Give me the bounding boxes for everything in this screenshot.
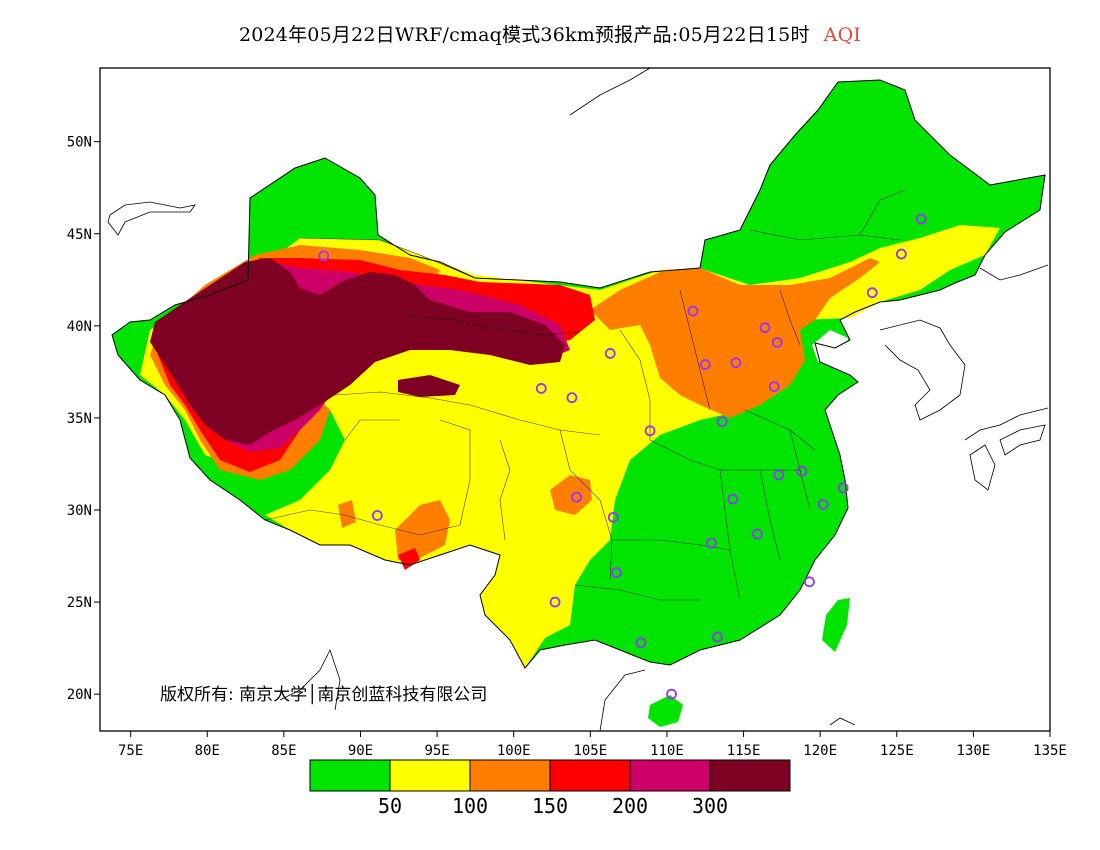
y-tick-label: 35N <box>67 411 92 427</box>
y-tick-label: 40N <box>67 319 92 335</box>
legend-label: 150 <box>532 794 568 818</box>
station-marker <box>687 305 699 317</box>
station-marker <box>699 359 711 370</box>
legend-swatch <box>629 759 711 792</box>
station-marker <box>773 469 785 481</box>
legend-swatch <box>309 759 391 792</box>
station-marker <box>771 337 783 348</box>
region-unhealthy-sw <box>398 548 420 570</box>
station-marker <box>607 511 619 523</box>
y-tick-label: 25N <box>67 595 92 611</box>
x-tick-label: 90E <box>348 743 373 759</box>
station-marker <box>727 493 739 505</box>
station-marker <box>371 510 383 521</box>
island-hainan <box>648 695 683 727</box>
station-marker <box>866 287 878 299</box>
station-marker <box>768 381 780 393</box>
x-tick-label: 100E <box>497 743 531 759</box>
x-tick-label: 130E <box>957 743 991 759</box>
station-markers <box>318 213 927 700</box>
legend-label: 100 <box>452 794 488 818</box>
x-tick-label: 80E <box>195 743 220 759</box>
map-frame <box>99 67 1051 732</box>
legend-swatch <box>549 759 631 792</box>
x-tick-label: 75E <box>118 743 143 759</box>
station-marker <box>705 537 717 549</box>
legend-label: 300 <box>692 794 728 818</box>
country-outline <box>111 79 1046 669</box>
station-marker <box>751 528 763 540</box>
region-hazardous-qaidam <box>398 375 460 397</box>
region-usg-sw2 <box>550 475 592 515</box>
legend-swatch <box>709 759 791 792</box>
legend-swatch <box>469 759 551 792</box>
neighbor-coastlines <box>107 68 1049 731</box>
y-tick-label: 50N <box>67 135 92 151</box>
station-marker <box>759 322 771 334</box>
station-marker <box>610 567 622 579</box>
x-tick-label: 125E <box>880 743 914 759</box>
bohai-sea <box>812 330 848 365</box>
station-marker <box>796 465 808 477</box>
station-marker <box>730 357 742 369</box>
station-marker <box>604 348 616 359</box>
legend-label: 200 <box>612 794 648 818</box>
station-marker <box>644 425 656 437</box>
station-marker <box>712 631 723 643</box>
aqi-legend: 50 100 150 200 300 <box>309 759 791 818</box>
y-tick-label: 45N <box>67 227 92 243</box>
copyright-notice: 版权所有: 南京大学│南京创蓝科技有限公司 <box>160 685 488 705</box>
map-layers <box>107 68 1049 731</box>
x-tick-label: 135E <box>1033 743 1067 759</box>
legend-swatch <box>389 759 471 792</box>
station-marker <box>915 213 927 225</box>
region-usg-sw3 <box>338 500 356 528</box>
station-marker <box>895 248 907 260</box>
x-tick-label: 105E <box>573 743 607 759</box>
station-marker <box>535 383 547 394</box>
x-tick-label: 110E <box>650 743 684 759</box>
x-tick-label: 115E <box>727 743 761 759</box>
station-marker <box>635 637 647 648</box>
y-tick-label: 20N <box>67 687 92 703</box>
x-axis: 75E 80E 85E 90E 95E 100E 105E 110E 115E 120E 125E 1… <box>118 731 1067 759</box>
region-usg-north <box>590 258 880 418</box>
title-variable: AQI <box>823 24 862 46</box>
station-marker <box>817 499 829 510</box>
title-main: 2024年05月22日WRF/cmaq模式36km预报产品:05月22日15时 <box>238 24 810 46</box>
station-marker <box>318 250 330 262</box>
station-marker <box>571 491 582 503</box>
x-tick-label: 120E <box>803 743 837 759</box>
station-marker <box>716 416 728 428</box>
station-marker <box>666 688 677 700</box>
y-tick-label: 30N <box>67 503 92 519</box>
region-usg-sw1 <box>395 500 450 560</box>
legend-label: 50 <box>378 794 402 818</box>
x-tick-label: 85E <box>271 743 296 759</box>
province-borders <box>264 189 906 601</box>
map-title: 2024年05月22日WRF/cmaq模式36km预报产品:05月22日15时 A… <box>0 20 1100 47</box>
station-marker <box>566 392 578 404</box>
island-taiwan <box>822 598 850 652</box>
region-hazardous <box>150 258 565 445</box>
x-tick-label: 95E <box>424 743 449 759</box>
station-marker <box>837 482 849 494</box>
y-axis: 50N 45N 40N 35N 30N 25N 20N <box>67 135 100 703</box>
station-marker <box>804 576 815 588</box>
station-marker <box>549 596 561 608</box>
